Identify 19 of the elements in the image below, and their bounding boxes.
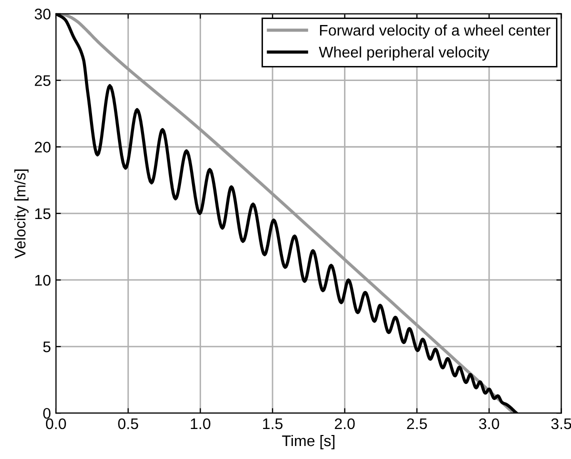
x-tick-label: 3.0 xyxy=(479,418,500,430)
y-tick-label: 5 xyxy=(43,342,50,352)
x-axis-title: Time [s] xyxy=(282,434,334,450)
y-tick-label: 15 xyxy=(35,208,50,220)
x-tick-label: 2.5 xyxy=(407,418,427,430)
legend-label: Forward velocity of a wheel center xyxy=(320,24,550,39)
y-tick-label: 0 xyxy=(43,408,50,419)
y-tick-label: 30 xyxy=(34,8,50,20)
y-tick-label: 20 xyxy=(34,142,50,153)
x-tick-label: 1.0 xyxy=(190,418,210,430)
x-tick-label: 1.5 xyxy=(263,418,283,430)
legend-label: Wheel peripheral velocity xyxy=(318,46,490,61)
y-tick-label: 10 xyxy=(35,274,50,286)
x-tick-label: 3.5 xyxy=(551,418,571,430)
y-tick-label: 25 xyxy=(34,75,50,86)
x-tick-label: 0.0 xyxy=(46,418,66,430)
y-axis-title: Velocity [m/s] xyxy=(14,170,29,258)
x-tick-label: 0.5 xyxy=(118,418,138,430)
x-tick-label: 2.0 xyxy=(334,418,355,430)
